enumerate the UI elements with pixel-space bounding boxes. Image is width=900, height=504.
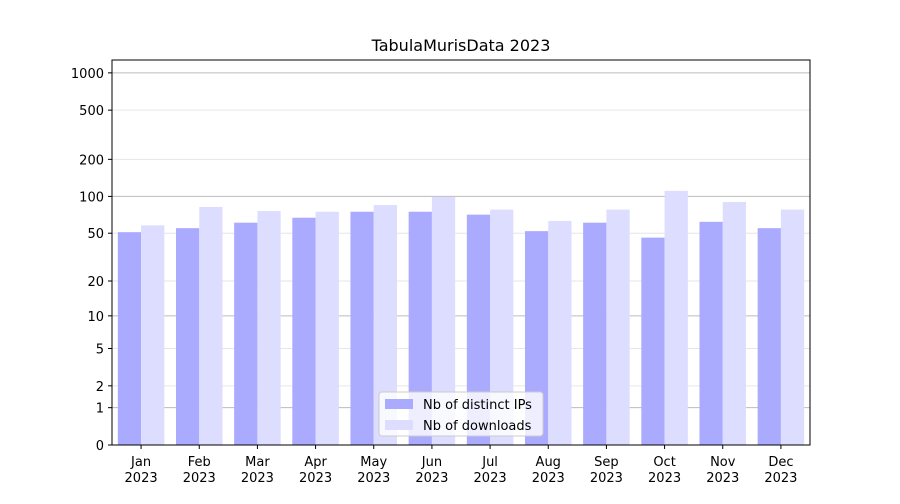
bar: [315, 211, 339, 445]
bar: [117, 232, 142, 445]
x-tick-label: Mar 2023: [241, 455, 274, 486]
x-tick-label: Apr 2023: [299, 455, 332, 486]
bar: [548, 220, 572, 445]
bar: [292, 217, 316, 445]
y-tick-label: 200: [79, 153, 104, 168]
legend-label: Nb of downloads: [423, 419, 532, 434]
bar: [141, 225, 165, 445]
x-tick-label: Nov 2023: [706, 455, 739, 486]
x-tick-label: Jul 2023: [474, 455, 507, 486]
bar: [373, 205, 398, 445]
y-tick-label: 0: [96, 439, 104, 454]
legend-box: [378, 391, 544, 437]
bar: [408, 211, 432, 445]
x-tick-label: May 2023: [357, 455, 390, 486]
y-tick-label: 5: [96, 342, 104, 357]
plot-frame: [111, 59, 811, 446]
y-tick-label: 10: [87, 310, 104, 325]
bar: [664, 190, 688, 445]
x-tick-label: Sep 2023: [590, 455, 623, 486]
bar: [722, 202, 747, 445]
y-tick-label: 100: [79, 190, 104, 205]
y-tick-label: 1: [96, 402, 104, 417]
legend-swatch: [385, 399, 413, 409]
bar: [199, 206, 223, 445]
bar: [583, 222, 607, 445]
bar: [175, 228, 200, 445]
bar: [780, 209, 805, 445]
bar: [234, 222, 258, 445]
bar: [257, 211, 281, 445]
legend-swatch: [385, 420, 413, 430]
bar: [431, 196, 456, 445]
x-tick-label: Jun 2023: [415, 455, 448, 486]
bar: [641, 237, 665, 445]
bar: [699, 221, 723, 445]
y-tick-label: 20: [87, 275, 104, 290]
bar: [606, 209, 630, 445]
bar: [757, 228, 781, 445]
chart-title: TabulaMurisData 2023: [371, 36, 551, 55]
x-tick-label: Feb 2023: [183, 455, 216, 486]
x-tick-label: Dec 2023: [764, 455, 797, 486]
x-tick-label: Oct 2023: [648, 455, 681, 486]
bar: [350, 211, 374, 445]
bar: [490, 209, 514, 445]
x-tick-label: Jan 2023: [125, 455, 158, 486]
y-tick-label: 50: [87, 227, 104, 242]
bar: [466, 214, 491, 445]
y-tick-label: 1000: [71, 67, 104, 82]
legend-label: Nb of distinct IPs: [423, 398, 532, 413]
x-tick-label: Aug 2023: [532, 455, 565, 486]
y-tick-label: 2: [96, 380, 104, 395]
y-tick-label: 500: [79, 104, 104, 119]
